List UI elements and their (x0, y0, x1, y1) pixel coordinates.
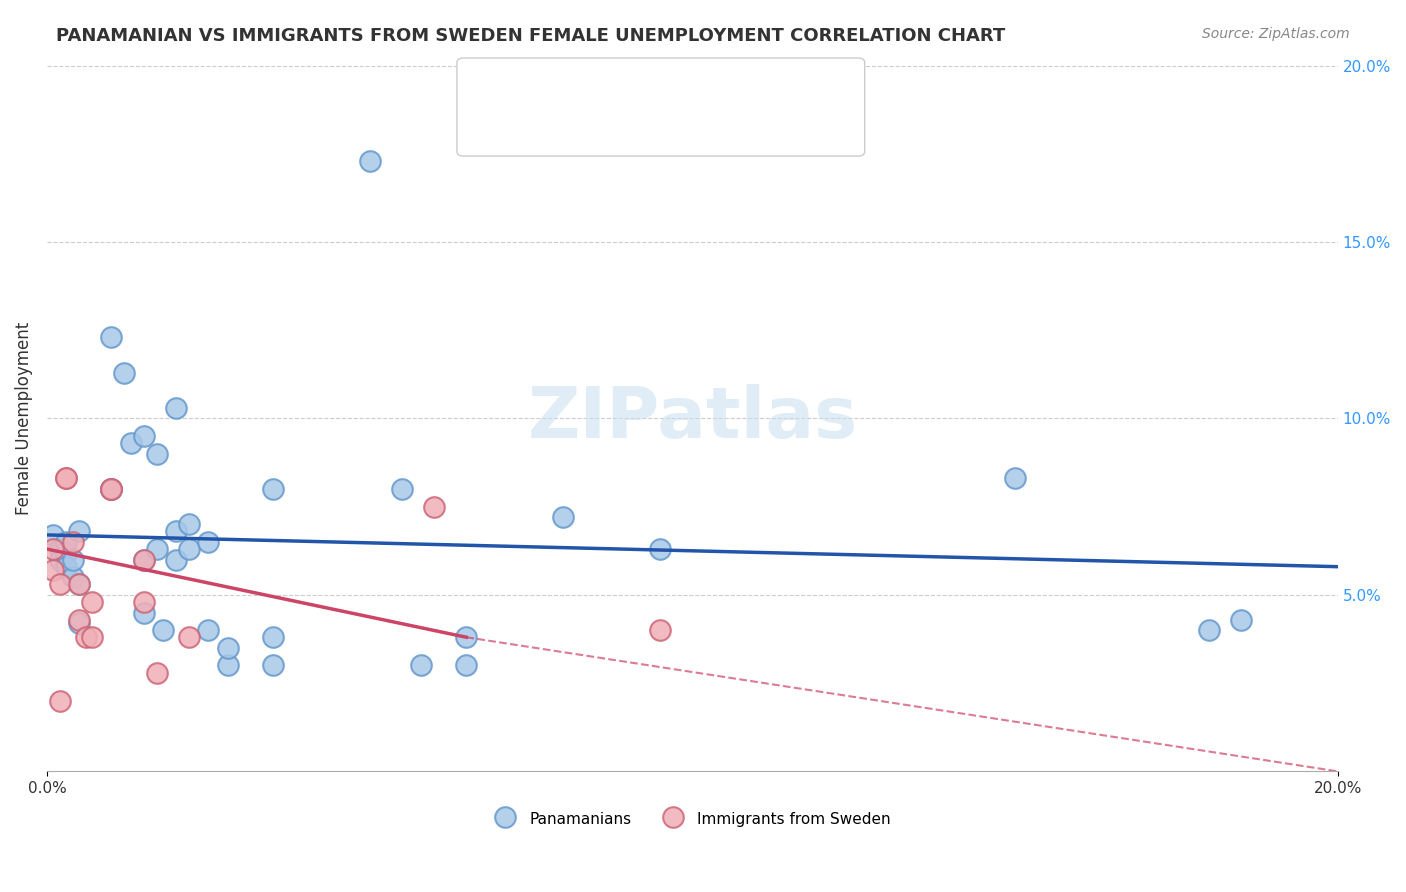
Immigrants from Sweden (100, 482, 122, 496)
Immigrants from Sweden (67, 577, 90, 591)
Panamanians (217, 640, 239, 655)
Panamanians (165, 524, 187, 539)
Panamanians (391, 482, 413, 496)
Panamanians (648, 542, 671, 557)
Immigrants from Sweden (423, 500, 446, 514)
Panamanians (42, 528, 65, 542)
Panamanians (132, 606, 155, 620)
Panamanians (100, 330, 122, 344)
Panamanians (120, 436, 142, 450)
Immigrants from Sweden (80, 630, 103, 644)
Immigrants from Sweden (49, 694, 72, 708)
Text: R = -0.057    N = 43: R = -0.057 N = 43 (517, 80, 681, 95)
Panamanians (132, 552, 155, 566)
Immigrants from Sweden (648, 624, 671, 638)
Panamanians (197, 535, 219, 549)
Panamanians (62, 570, 84, 584)
Panamanians (262, 658, 284, 673)
Immigrants from Sweden (75, 630, 97, 644)
Immigrants from Sweden (49, 577, 72, 591)
Panamanians (67, 524, 90, 539)
Panamanians (145, 542, 167, 557)
Panamanians (177, 517, 200, 532)
Panamanians (152, 624, 174, 638)
Panamanians (197, 624, 219, 638)
Panamanians (145, 447, 167, 461)
Immigrants from Sweden (42, 542, 65, 557)
Panamanians (49, 552, 72, 566)
Text: PANAMANIAN VS IMMIGRANTS FROM SWEDEN FEMALE UNEMPLOYMENT CORRELATION CHART: PANAMANIAN VS IMMIGRANTS FROM SWEDEN FEM… (56, 27, 1005, 45)
Panamanians (112, 366, 135, 380)
Text: ZIPatlas: ZIPatlas (527, 384, 858, 453)
Panamanians (49, 542, 72, 557)
Panamanians (132, 429, 155, 443)
Immigrants from Sweden (80, 595, 103, 609)
Panamanians (456, 658, 478, 673)
Panamanians (67, 577, 90, 591)
Panamanians (55, 535, 77, 549)
Panamanians (55, 559, 77, 574)
Panamanians (262, 630, 284, 644)
Text: Source: ZipAtlas.com: Source: ZipAtlas.com (1202, 27, 1350, 41)
Panamanians (67, 616, 90, 631)
Panamanians (100, 482, 122, 496)
Panamanians (553, 510, 575, 524)
Panamanians (411, 658, 433, 673)
Panamanians (165, 401, 187, 415)
Immigrants from Sweden (132, 595, 155, 609)
Immigrants from Sweden (132, 552, 155, 566)
Panamanians (165, 552, 187, 566)
Panamanians (1230, 613, 1253, 627)
Immigrants from Sweden (62, 535, 84, 549)
Panamanians (177, 542, 200, 557)
Panamanians (55, 545, 77, 559)
Panamanians (1198, 624, 1220, 638)
Immigrants from Sweden (55, 471, 77, 485)
Immigrants from Sweden (177, 630, 200, 644)
Panamanians (62, 552, 84, 566)
Panamanians (359, 153, 381, 168)
Immigrants from Sweden (100, 482, 122, 496)
Immigrants from Sweden (67, 613, 90, 627)
Y-axis label: Female Unemployment: Female Unemployment (15, 322, 32, 515)
Legend: Panamanians, Immigrants from Sweden: Panamanians, Immigrants from Sweden (488, 804, 897, 834)
Panamanians (100, 482, 122, 496)
Panamanians (1004, 471, 1026, 485)
Immigrants from Sweden (145, 665, 167, 680)
Immigrants from Sweden (42, 563, 65, 577)
Panamanians (262, 482, 284, 496)
Text: R = -0.278    N = 20: R = -0.278 N = 20 (517, 114, 681, 128)
Immigrants from Sweden (55, 471, 77, 485)
Panamanians (456, 630, 478, 644)
Panamanians (217, 658, 239, 673)
